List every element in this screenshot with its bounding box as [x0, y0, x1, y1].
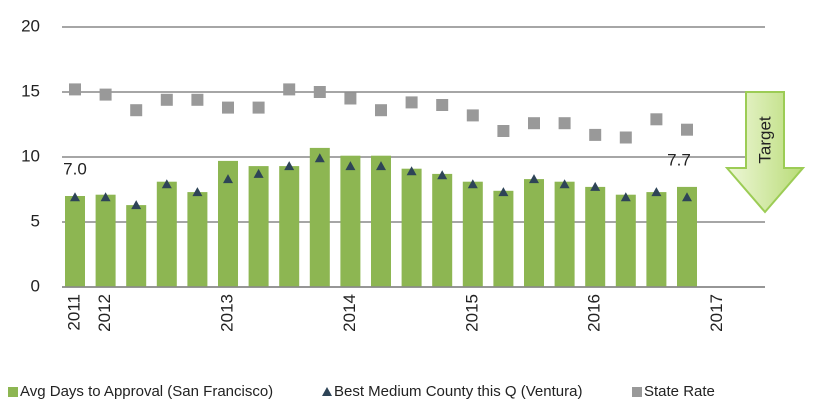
legend-label: Best Medium County this Q (Ventura) [334, 383, 582, 400]
triangle-marker [682, 192, 692, 202]
triangle-marker [590, 181, 601, 191]
bar [340, 155, 361, 287]
square-marker [619, 131, 632, 144]
bar [615, 194, 636, 287]
target-arrow: Target [724, 91, 806, 214]
x-tick-label: 2014 [340, 294, 359, 332]
triangle-marker [406, 166, 417, 176]
bar [95, 194, 116, 287]
bar [401, 168, 422, 287]
legend-swatch [8, 387, 18, 397]
bar [279, 166, 300, 287]
y-tick-label: 10 [21, 146, 40, 165]
square-marker [466, 109, 479, 122]
square-marker [344, 92, 357, 105]
triangle-marker [131, 200, 142, 210]
triangle-marker [192, 187, 203, 197]
bar [554, 181, 575, 287]
square-marker [681, 123, 693, 136]
triangle-marker [529, 174, 539, 184]
legend-swatch [632, 387, 642, 397]
bar [432, 173, 453, 287]
bar [585, 186, 606, 287]
bar [371, 155, 391, 287]
square-marker [69, 83, 81, 96]
bar [646, 192, 667, 287]
square-marker [528, 117, 540, 130]
x-tick-label: 2013 [217, 294, 236, 332]
bar [156, 181, 177, 287]
square-marker [589, 128, 602, 141]
triangle-marker [559, 179, 570, 189]
square-marker [313, 86, 326, 98]
square-marker [436, 99, 449, 111]
triangle-marker [284, 161, 295, 171]
square-marker [99, 88, 112, 101]
triangle-marker [314, 153, 325, 163]
bar [493, 190, 514, 287]
bar [309, 147, 330, 287]
x-tick-label: 2015 [462, 294, 481, 332]
bar [126, 205, 147, 287]
triangle-marker [161, 179, 172, 189]
square-marker [222, 101, 234, 114]
square-marker [650, 113, 663, 126]
triangle-marker [253, 168, 264, 178]
square-marker [375, 104, 387, 117]
triangle-marker [100, 192, 111, 202]
bar [248, 166, 269, 287]
triangle-marker [620, 192, 631, 202]
data-label: 7.7 [667, 150, 691, 169]
triangle-marker [376, 161, 386, 171]
bar [524, 179, 544, 287]
x-tick-label: 2012 [95, 294, 114, 332]
square-marker [160, 93, 173, 106]
triangle-marker [467, 179, 478, 189]
legend-label: Avg Days to Approval (San Francisco) [20, 383, 273, 400]
legend-swatch [322, 387, 332, 396]
legend: Avg Days to Approval (San Francisco) Best… [8, 383, 715, 400]
data-label: 7.0 [63, 159, 87, 178]
bar [462, 181, 483, 287]
triangle-marker [437, 170, 448, 180]
triangle-marker [651, 187, 662, 197]
square-marker [252, 101, 265, 114]
bar [187, 192, 208, 287]
square-marker [497, 125, 510, 137]
square-marker [405, 96, 418, 109]
y-tick-label: 5 [31, 211, 40, 230]
triangle-marker [498, 187, 509, 197]
annotation: Target [755, 116, 774, 164]
triangle-marker [223, 174, 233, 184]
bar [65, 196, 85, 287]
x-tick-label: 2011 [64, 294, 83, 331]
square-marker [558, 117, 571, 130]
square-marker [191, 93, 204, 106]
bar [677, 186, 697, 287]
plot: 0 5 10 15 20 2011 2012 2013 2014 2015 2016 2017 7.0 7… [21, 16, 765, 332]
legend-label: State Rate [644, 383, 715, 400]
y-tick-label: 0 [31, 276, 40, 295]
triangle-marker [70, 192, 80, 202]
square-marker [130, 104, 143, 117]
y-tick-label: 20 [21, 16, 40, 35]
bar [218, 160, 238, 287]
x-tick-label: 2017 [707, 294, 726, 332]
y-tick-label: 15 [21, 81, 40, 100]
triangle-marker [345, 161, 356, 171]
square-marker [283, 83, 296, 96]
x-tick-label: 2016 [585, 294, 604, 332]
